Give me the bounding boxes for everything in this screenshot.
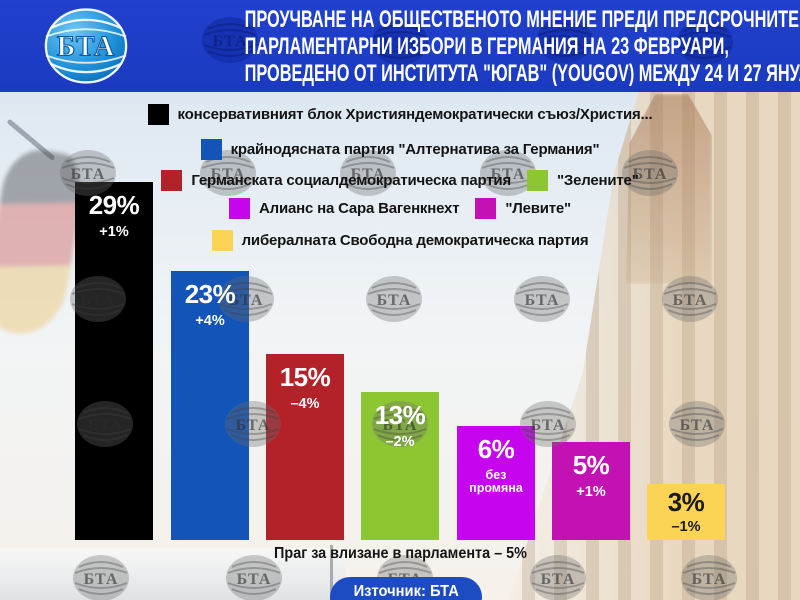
legend-swatch (147, 103, 169, 125)
title-line-2: ПАРЛАМЕНТАРНИ ИЗБОРИ В ГЕРМАНИЯ НА 23 ФЕ… (244, 32, 729, 60)
background-flagpole (330, 545, 333, 600)
legend-swatch (527, 169, 548, 191)
legend-item: "Зелените" (527, 169, 639, 191)
bar-left (552, 442, 630, 540)
bta-watermark-icon: БТА (537, 17, 593, 63)
legend-swatch (200, 138, 222, 160)
bar-afd (171, 271, 249, 540)
bta-logo-text: БТА (57, 31, 115, 62)
legend-swatch (211, 229, 233, 251)
legend-label: Германската социалдемократическа партия (191, 171, 511, 189)
background-buildings (0, 548, 345, 600)
legend-label: "Зелените" (557, 171, 639, 189)
threshold-note: Праг за влизане в парламента – 5% (0, 545, 800, 563)
bar-greens (361, 392, 439, 540)
legend-row: либералната Свободна демократическа парт… (0, 229, 800, 251)
source-label: Източник: БТА (353, 583, 459, 600)
legend-label: либералната Свободна демократическа парт… (241, 231, 589, 249)
legend-item: крайнодясната партия "Алтернатива за Гер… (200, 138, 600, 160)
bta-logo: БТА (44, 8, 128, 84)
legend-item: консервативният блок Християндемократиче… (147, 103, 653, 125)
threshold-label: Праг за влизане в парламента – 5% (273, 545, 527, 562)
legend-swatch (229, 197, 251, 219)
bta-logo-globe (44, 8, 128, 84)
legend-row: крайнодясната партия "Алтернатива за Гер… (0, 138, 800, 160)
legend-item: Алианс на Сара Вагенкнехт (229, 197, 460, 219)
legend-item: Германската социалдемократическа партия (161, 169, 511, 191)
svg-text:БТА: БТА (548, 33, 583, 50)
bar-bsw (457, 426, 535, 540)
legend-item: "Левите" (475, 197, 571, 219)
bar-cdu-csu (75, 182, 153, 540)
legend-item: либералната Свободна демократическа парт… (211, 229, 589, 251)
legend-swatch (161, 169, 183, 191)
title-line-1: ПРОУЧВАНЕ НА ОБЩЕСТВЕНОТО МНЕНИЕ ПРЕДИ П… (244, 5, 799, 33)
legend-row: консервативният блок Християндемократиче… (0, 103, 800, 125)
svg-text:БТА: БТА (383, 35, 418, 52)
legend-label: Алианс на Сара Вагенкнехт (259, 199, 460, 217)
legend-label: крайнодясната партия "Алтернатива за Гер… (230, 140, 600, 158)
bar-spd (266, 354, 344, 540)
legend-row: Германската социалдемократическа партия "… (0, 169, 800, 191)
header-title: ПРОУЧВАНЕ НА ОБЩЕСТВЕНОТО МНЕНИЕ ПРЕДИ П… (140, 0, 800, 92)
bar-fdp (647, 484, 725, 540)
legend-label: консервативният блок Християндемократиче… (177, 105, 653, 123)
svg-text:БТА: БТА (213, 33, 248, 50)
svg-text:БТА: БТА (688, 35, 723, 52)
legend-row: Алианс на Сара Вагенкнехт "Левите" (0, 197, 800, 219)
legend-label: "Левите" (505, 199, 571, 217)
bta-watermark-icon: БТА (202, 17, 258, 63)
source-pill: Източник: БТА (330, 577, 482, 600)
bta-watermark-icon: БТА (677, 19, 733, 65)
legend-swatch (475, 197, 497, 219)
title-line-3: ПРОВЕДЕНО ОТ ИНСТИТУТА "ЮГАВ" (YOUGOV) М… (244, 59, 800, 87)
building-cornice (626, 94, 712, 284)
bta-watermark-icon: БТА (372, 19, 428, 65)
